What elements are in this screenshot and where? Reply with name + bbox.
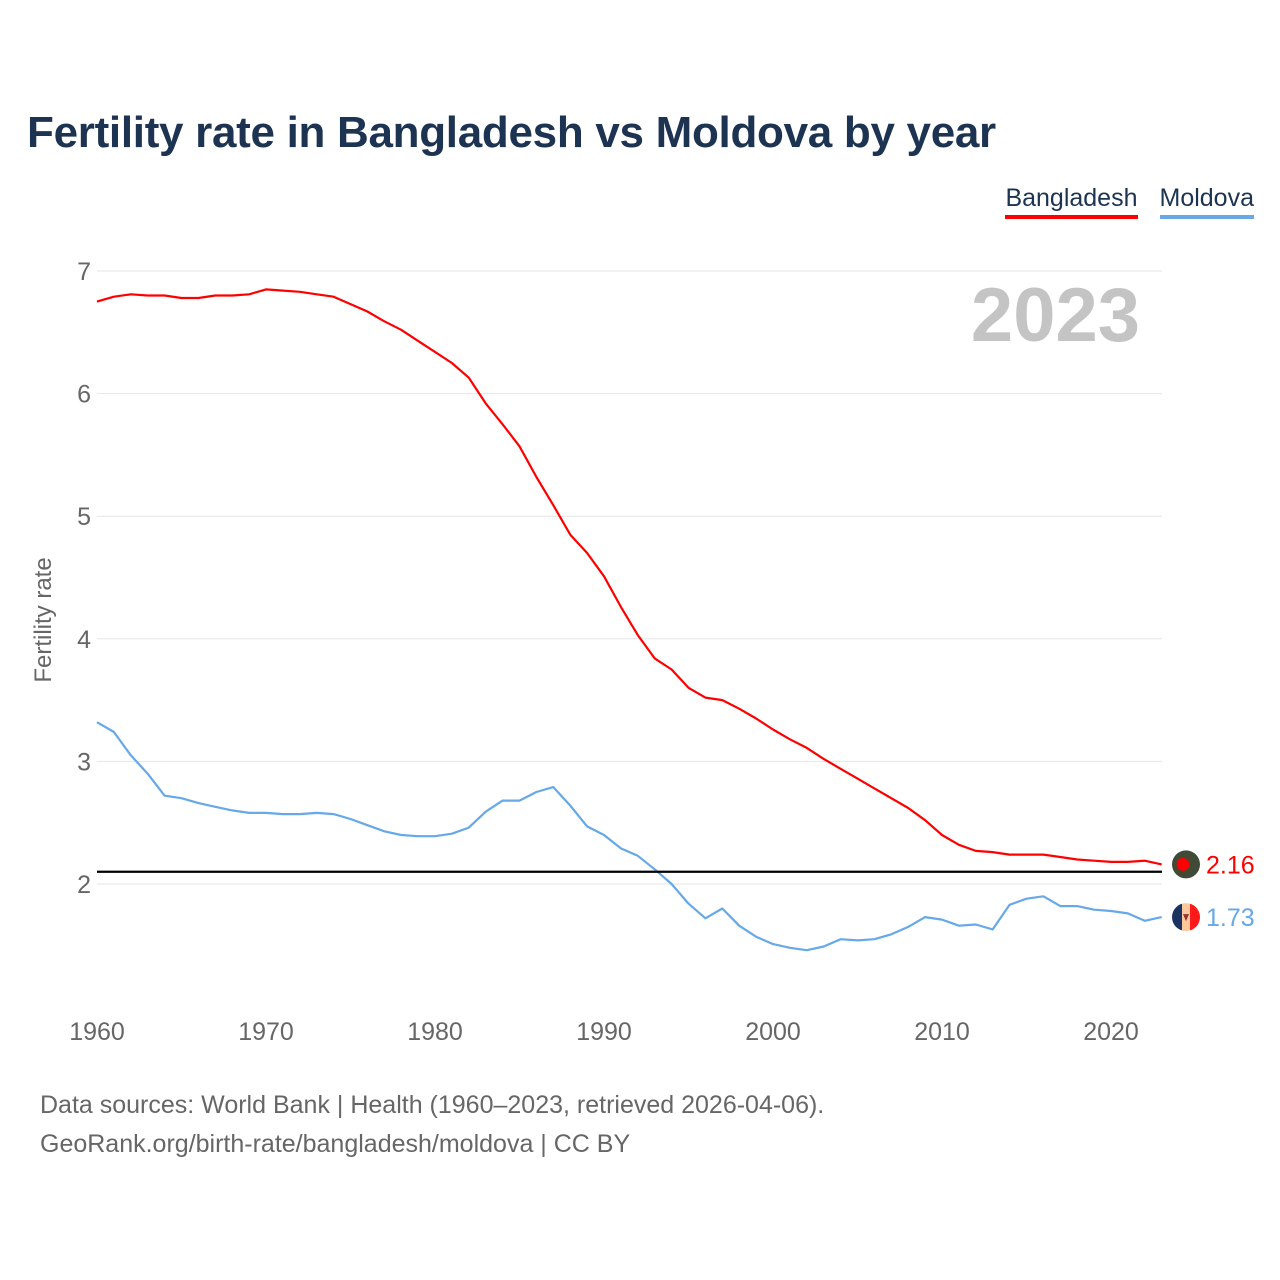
x-tick-label: 1970 (238, 1018, 294, 1046)
moldova-flag-stripe (1190, 903, 1200, 932)
data-source-text: Data sources: World Bank | Health (1960–… (40, 1091, 825, 1119)
x-tick-label: 1990 (576, 1018, 632, 1046)
series-line-moldova (96, 721, 1162, 952)
legend: Bangladesh Moldova (1005, 184, 1254, 219)
y-tick-label: 7 (77, 258, 91, 286)
source-link[interactable]: GeoRank.org/birth-rate/bangladesh/moldov… (40, 1130, 631, 1158)
y-tick-label: 5 (77, 503, 91, 531)
y-tick-label: 6 (77, 381, 91, 409)
end-value-label-bangladesh: 2.16 (1206, 851, 1255, 879)
footer: Data sources: World Bank | Health (1960–… (40, 1086, 824, 1164)
legend-item-bangladesh[interactable]: Bangladesh (1005, 184, 1138, 219)
x-tick-label: 1960 (69, 1018, 125, 1046)
end-value-label-moldova: 1.73 (1206, 904, 1255, 932)
moldova-flag-emblem (1183, 914, 1189, 922)
moldova-flag-icon (1172, 903, 1182, 932)
chart-title: Fertility rate in Bangladesh vs Moldova … (27, 108, 996, 157)
current-year-label: 2023 (971, 273, 1140, 358)
y-tick-label: 2 (77, 871, 91, 899)
series-line-bangladesh (96, 288, 1162, 866)
y-tick-label: 4 (77, 626, 91, 654)
x-tick-label: 2000 (745, 1018, 801, 1046)
y-axis-label: Fertility rate (30, 557, 57, 682)
x-tick-label: 2010 (914, 1018, 970, 1046)
bangladesh-flag-disc (1176, 857, 1190, 871)
x-tick-label: 2020 (1083, 1018, 1139, 1046)
y-tick-label: 3 (77, 748, 91, 776)
legend-item-moldova[interactable]: Moldova (1159, 184, 1254, 219)
x-tick-label: 1980 (407, 1018, 463, 1046)
